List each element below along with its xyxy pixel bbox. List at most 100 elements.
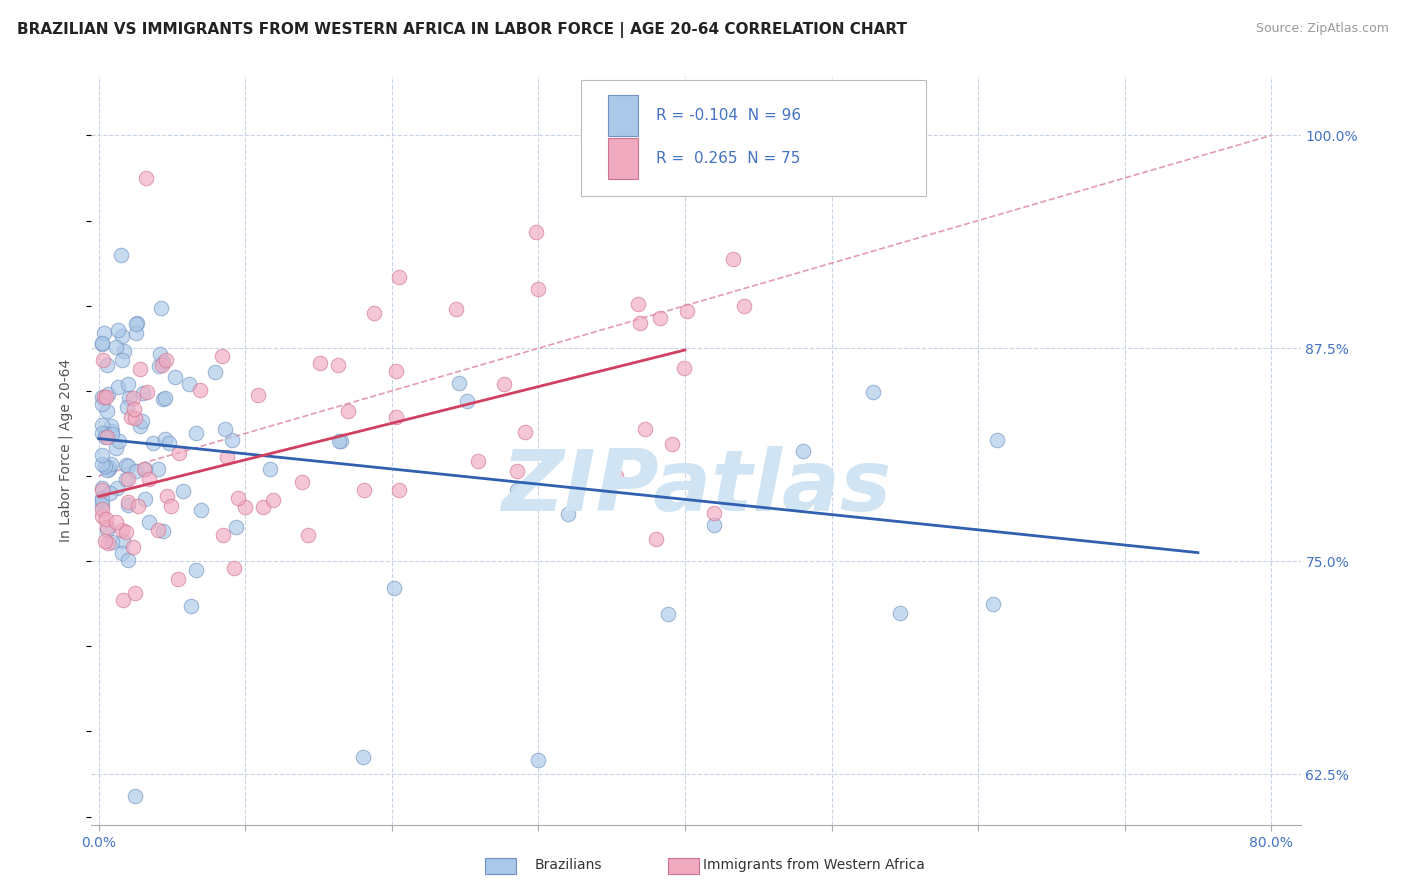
- Point: [723, 173, 745, 187]
- Point: [118, 392, 141, 406]
- Point: [134, 491, 156, 506]
- Point: [184, 425, 207, 440]
- Point: [657, 607, 679, 621]
- Point: [188, 383, 211, 397]
- Point: [128, 419, 150, 434]
- Point: [513, 425, 536, 439]
- Bar: [607, 137, 638, 178]
- Point: [388, 269, 411, 284]
- Point: [150, 359, 173, 373]
- Text: ZIPatlas: ZIPatlas: [501, 446, 891, 530]
- Point: [132, 461, 155, 475]
- Point: [792, 443, 814, 458]
- Bar: [607, 95, 638, 136]
- Point: [353, 483, 375, 497]
- Point: [363, 306, 385, 320]
- Point: [96, 404, 118, 418]
- Point: [91, 397, 114, 411]
- Point: [107, 323, 129, 337]
- Point: [124, 411, 146, 425]
- Point: [157, 435, 180, 450]
- Point: [94, 458, 117, 473]
- Point: [125, 464, 148, 478]
- Point: [101, 535, 124, 549]
- Point: [506, 483, 529, 498]
- Point: [134, 461, 156, 475]
- Point: [387, 483, 409, 497]
- Point: [492, 376, 515, 391]
- Point: [90, 491, 112, 505]
- Point: [98, 486, 121, 500]
- Point: [124, 586, 146, 600]
- Point: [125, 326, 148, 340]
- Point: [526, 282, 548, 296]
- Point: [125, 317, 148, 331]
- Point: [225, 519, 247, 533]
- Point: [259, 462, 281, 476]
- Point: [90, 502, 112, 516]
- Point: [111, 352, 134, 367]
- Point: [117, 376, 139, 391]
- Point: [93, 326, 115, 340]
- Point: [112, 534, 135, 549]
- Point: [105, 441, 128, 455]
- Text: Immigrants from Western Africa: Immigrants from Western Africa: [703, 858, 925, 872]
- Point: [100, 457, 122, 471]
- Point: [252, 500, 274, 515]
- Text: R = -0.104  N = 96: R = -0.104 N = 96: [657, 108, 801, 123]
- Point: [467, 454, 489, 468]
- Point: [328, 434, 350, 448]
- Point: [117, 459, 139, 474]
- Point: [132, 386, 155, 401]
- Point: [96, 520, 118, 534]
- Point: [326, 358, 349, 372]
- Point: [110, 247, 132, 261]
- Point: [91, 483, 114, 498]
- Point: [111, 592, 134, 607]
- Point: [222, 561, 245, 575]
- Point: [226, 491, 249, 505]
- Point: [557, 507, 579, 521]
- Point: [986, 434, 1008, 448]
- Point: [152, 354, 174, 368]
- Point: [91, 353, 114, 368]
- Point: [384, 364, 406, 378]
- Point: [179, 376, 201, 391]
- Point: [152, 392, 174, 406]
- Point: [159, 500, 181, 514]
- Point: [703, 507, 725, 521]
- Point: [444, 301, 467, 316]
- Point: [862, 385, 884, 400]
- Point: [214, 422, 236, 436]
- Point: [96, 359, 118, 373]
- Point: [167, 572, 190, 586]
- Point: [117, 498, 139, 512]
- Text: R =  0.265  N = 75: R = 0.265 N = 75: [657, 151, 800, 166]
- Point: [217, 450, 239, 464]
- Point: [105, 481, 128, 495]
- Point: [120, 410, 142, 425]
- Point: [634, 422, 657, 436]
- Point: [105, 340, 128, 354]
- Point: [981, 598, 1004, 612]
- Point: [122, 401, 145, 416]
- Point: [184, 563, 207, 577]
- Point: [97, 462, 120, 476]
- Point: [90, 425, 112, 440]
- Point: [101, 427, 124, 442]
- Text: Source: ZipAtlas.com: Source: ZipAtlas.com: [1256, 22, 1389, 36]
- Point: [661, 437, 683, 451]
- Point: [155, 392, 177, 406]
- Point: [190, 503, 212, 517]
- Point: [297, 528, 319, 542]
- Point: [117, 401, 139, 415]
- Point: [384, 409, 406, 424]
- Point: [352, 750, 374, 764]
- Point: [336, 403, 359, 417]
- Point: [114, 524, 136, 539]
- Point: [149, 347, 172, 361]
- Point: [648, 311, 671, 326]
- Point: [115, 472, 138, 486]
- Point: [172, 484, 194, 499]
- Point: [94, 427, 117, 442]
